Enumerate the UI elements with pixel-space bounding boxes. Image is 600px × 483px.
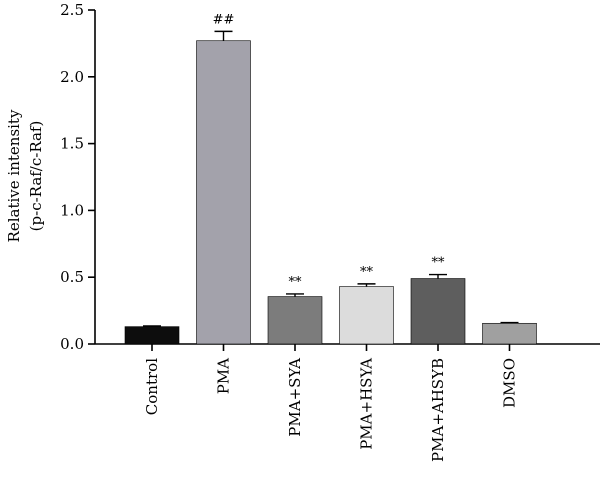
category-labels: Control PMA PMA+SYA PMA+HSYA PMA+AHSYB DMSO [143, 358, 519, 462]
y-tick-label: 0.0 [60, 335, 84, 353]
category-label: PMA+HSYA [358, 358, 376, 450]
significance-marker: ** [360, 265, 374, 280]
bar-pma-ahsyb [410, 278, 466, 345]
significance-marker: ## [213, 12, 235, 27]
y-tick-label: 2.0 [60, 68, 84, 86]
significance-marker: ** [432, 256, 446, 271]
category-label: PMA+SYA [286, 358, 304, 437]
bar-pma-sya [267, 296, 323, 345]
y-tick-label: 1.0 [60, 201, 84, 219]
bar-control [124, 326, 180, 345]
y-tick-label: 2.5 [60, 1, 84, 19]
category-label: PMA [215, 358, 233, 394]
bar-pma [196, 40, 251, 345]
significance-marker: ** [289, 275, 303, 290]
bar-dmso [482, 322, 537, 345]
bars: ## ** ** ** [124, 12, 537, 345]
y-axis-label-line2: (p-c-Raf/c-Raf) [27, 121, 45, 232]
x-axis [95, 343, 600, 351]
bar-pma-hsya [339, 286, 394, 345]
category-label: PMA+AHSYB [429, 358, 447, 462]
y-tick-label: 0.5 [60, 268, 84, 286]
category-label: DMSO [501, 358, 519, 408]
y-tick-label: 1.5 [60, 135, 84, 153]
y-axis-label-line1: Relative intensity [5, 109, 23, 242]
category-label: Control [143, 358, 161, 415]
y-axis: 0.0 0.5 1.0 1.5 2.0 2.5 [60, 1, 96, 353]
